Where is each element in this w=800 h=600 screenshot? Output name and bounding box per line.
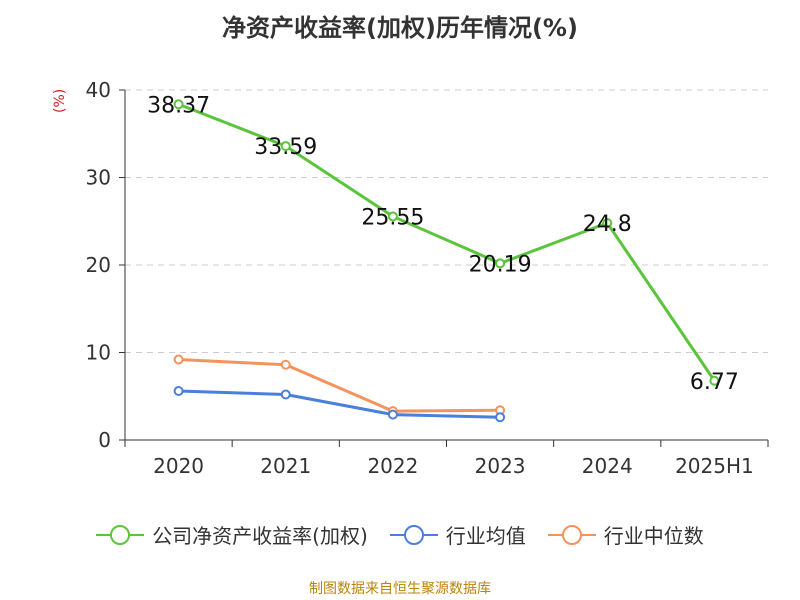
series-line: [178, 389, 501, 419]
data-label: 25.55: [361, 205, 424, 230]
y-tick-label: 0: [98, 428, 111, 452]
legend-item-industry-median[interactable]: 行业中位数: [547, 520, 704, 549]
data-label: 38.37: [147, 93, 210, 118]
data-label: 24.8: [583, 212, 632, 237]
data-point: [387, 211, 398, 222]
data-point: [173, 386, 184, 396]
legend-label: 行业中位数: [603, 524, 704, 548]
legend-marker-icon: [547, 523, 596, 547]
data-point: [495, 258, 506, 269]
data-label: 33.59: [254, 135, 317, 160]
data-point: [280, 389, 291, 400]
legend-item-company[interactable]: 公司净资产收益率(加权): [96, 520, 368, 549]
series-line: [178, 358, 501, 413]
data-source-note: 制图数据来自恒生聚源数据库: [309, 581, 491, 597]
y-tick-label: 20: [86, 253, 111, 277]
x-tick-label: 2022: [367, 454, 418, 478]
legend-marker-icon: [96, 523, 145, 547]
chart-title: 净资产收益率(加权)历年情况(%): [222, 14, 578, 42]
series-line: [178, 102, 716, 382]
y-tick-label: 30: [86, 166, 111, 190]
data-point: [387, 409, 398, 420]
data-label: 6.77: [690, 370, 739, 395]
x-tick-label: 2024: [582, 454, 633, 478]
legend-item-industry-mean[interactable]: 行业均值: [389, 520, 526, 549]
data-point: [602, 218, 613, 228]
y-tick-label: 40: [86, 78, 111, 102]
data-point: [173, 99, 184, 110]
y-tick-label: 10: [86, 341, 111, 365]
data-point: [709, 375, 720, 386]
data-point: [173, 354, 184, 365]
x-tick-label: 2025H1: [675, 454, 754, 478]
x-tick-label: 2023: [475, 454, 526, 478]
legend-label: 公司净资产收益率(加权): [152, 524, 368, 548]
legend-label: 行业均值: [445, 524, 526, 548]
data-label: 20.19: [469, 252, 532, 277]
data-point: [495, 412, 506, 423]
data-point: [280, 359, 291, 370]
x-tick-label: 2021: [260, 454, 311, 478]
legend: 公司净资产收益率(加权) 行业均值 行业中位数: [0, 520, 800, 549]
data-point: [280, 141, 291, 152]
legend-marker-icon: [389, 523, 438, 547]
x-tick-label: 2020: [153, 454, 204, 478]
